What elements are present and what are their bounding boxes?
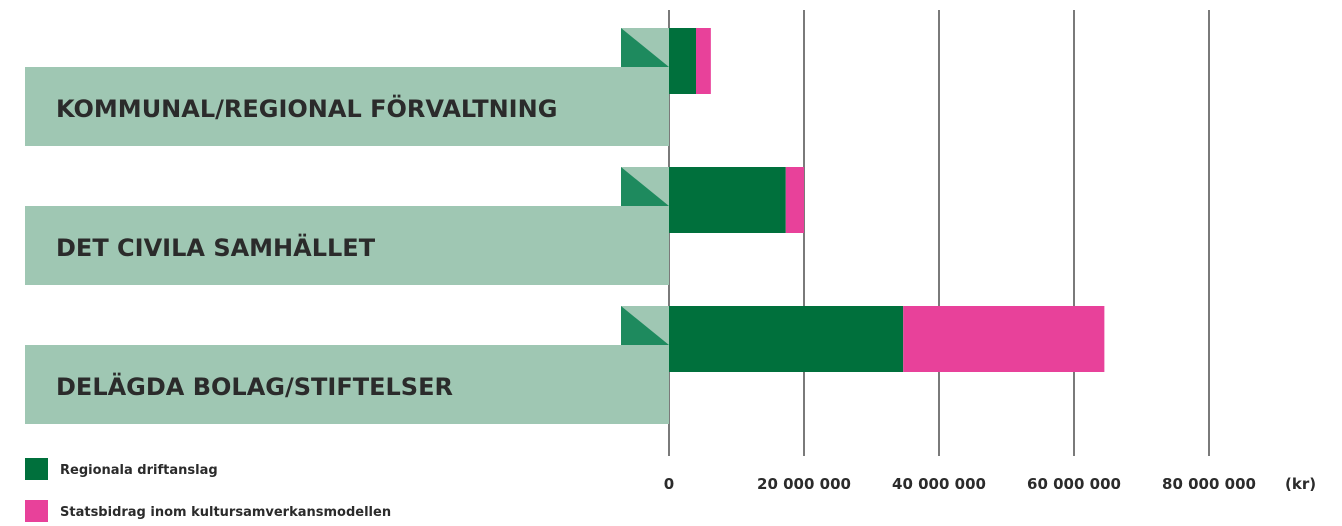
legend: Regionala driftanslag Statsbidrag inom ku…: [25, 458, 391, 522]
bar-regionala-driftanslag: [669, 306, 904, 372]
corner-triangle: [621, 28, 669, 67]
bar-statsbidrag: [785, 167, 804, 233]
legend-swatch: [25, 458, 48, 480]
category-label: DELÄGDA BOLAG/STIFTELSER: [56, 372, 453, 401]
unit-label: (kr): [1285, 475, 1316, 493]
corner-triangle: [621, 167, 669, 206]
legend-label: Regionala driftanslag: [60, 463, 218, 478]
legend-label: Statsbidrag inom kultursamverkansmodelle…: [60, 505, 391, 520]
category-band: [25, 67, 669, 146]
category-bands: KOMMUNAL/REGIONAL FÖRVALTNING DET CIVILA …: [25, 28, 669, 424]
x-tick-label: 20 000 000: [757, 475, 851, 493]
legend-swatch: [25, 500, 48, 522]
bars: [669, 28, 1105, 372]
bar-statsbidrag: [903, 306, 1105, 372]
x-axis-tick-labels: 0 20 000 000 40 000 000 60 000 000 80 000 00…: [664, 475, 1256, 493]
bar-regionala-driftanslag: [669, 28, 696, 94]
x-tick-label: 40 000 000: [892, 475, 986, 493]
x-tick-label: 0: [664, 475, 674, 493]
x-tick-label: 60 000 000: [1027, 475, 1121, 493]
corner-triangle: [621, 306, 669, 345]
category-band: [25, 206, 669, 285]
category-label: DET CIVILA SAMHÄLLET: [56, 233, 376, 262]
category-band: [25, 345, 669, 424]
bar-statsbidrag: [696, 28, 711, 94]
bar-regionala-driftanslag: [669, 167, 786, 233]
category-label: KOMMUNAL/REGIONAL FÖRVALTNING: [56, 93, 557, 123]
x-tick-label: 80 000 000: [1162, 475, 1256, 493]
